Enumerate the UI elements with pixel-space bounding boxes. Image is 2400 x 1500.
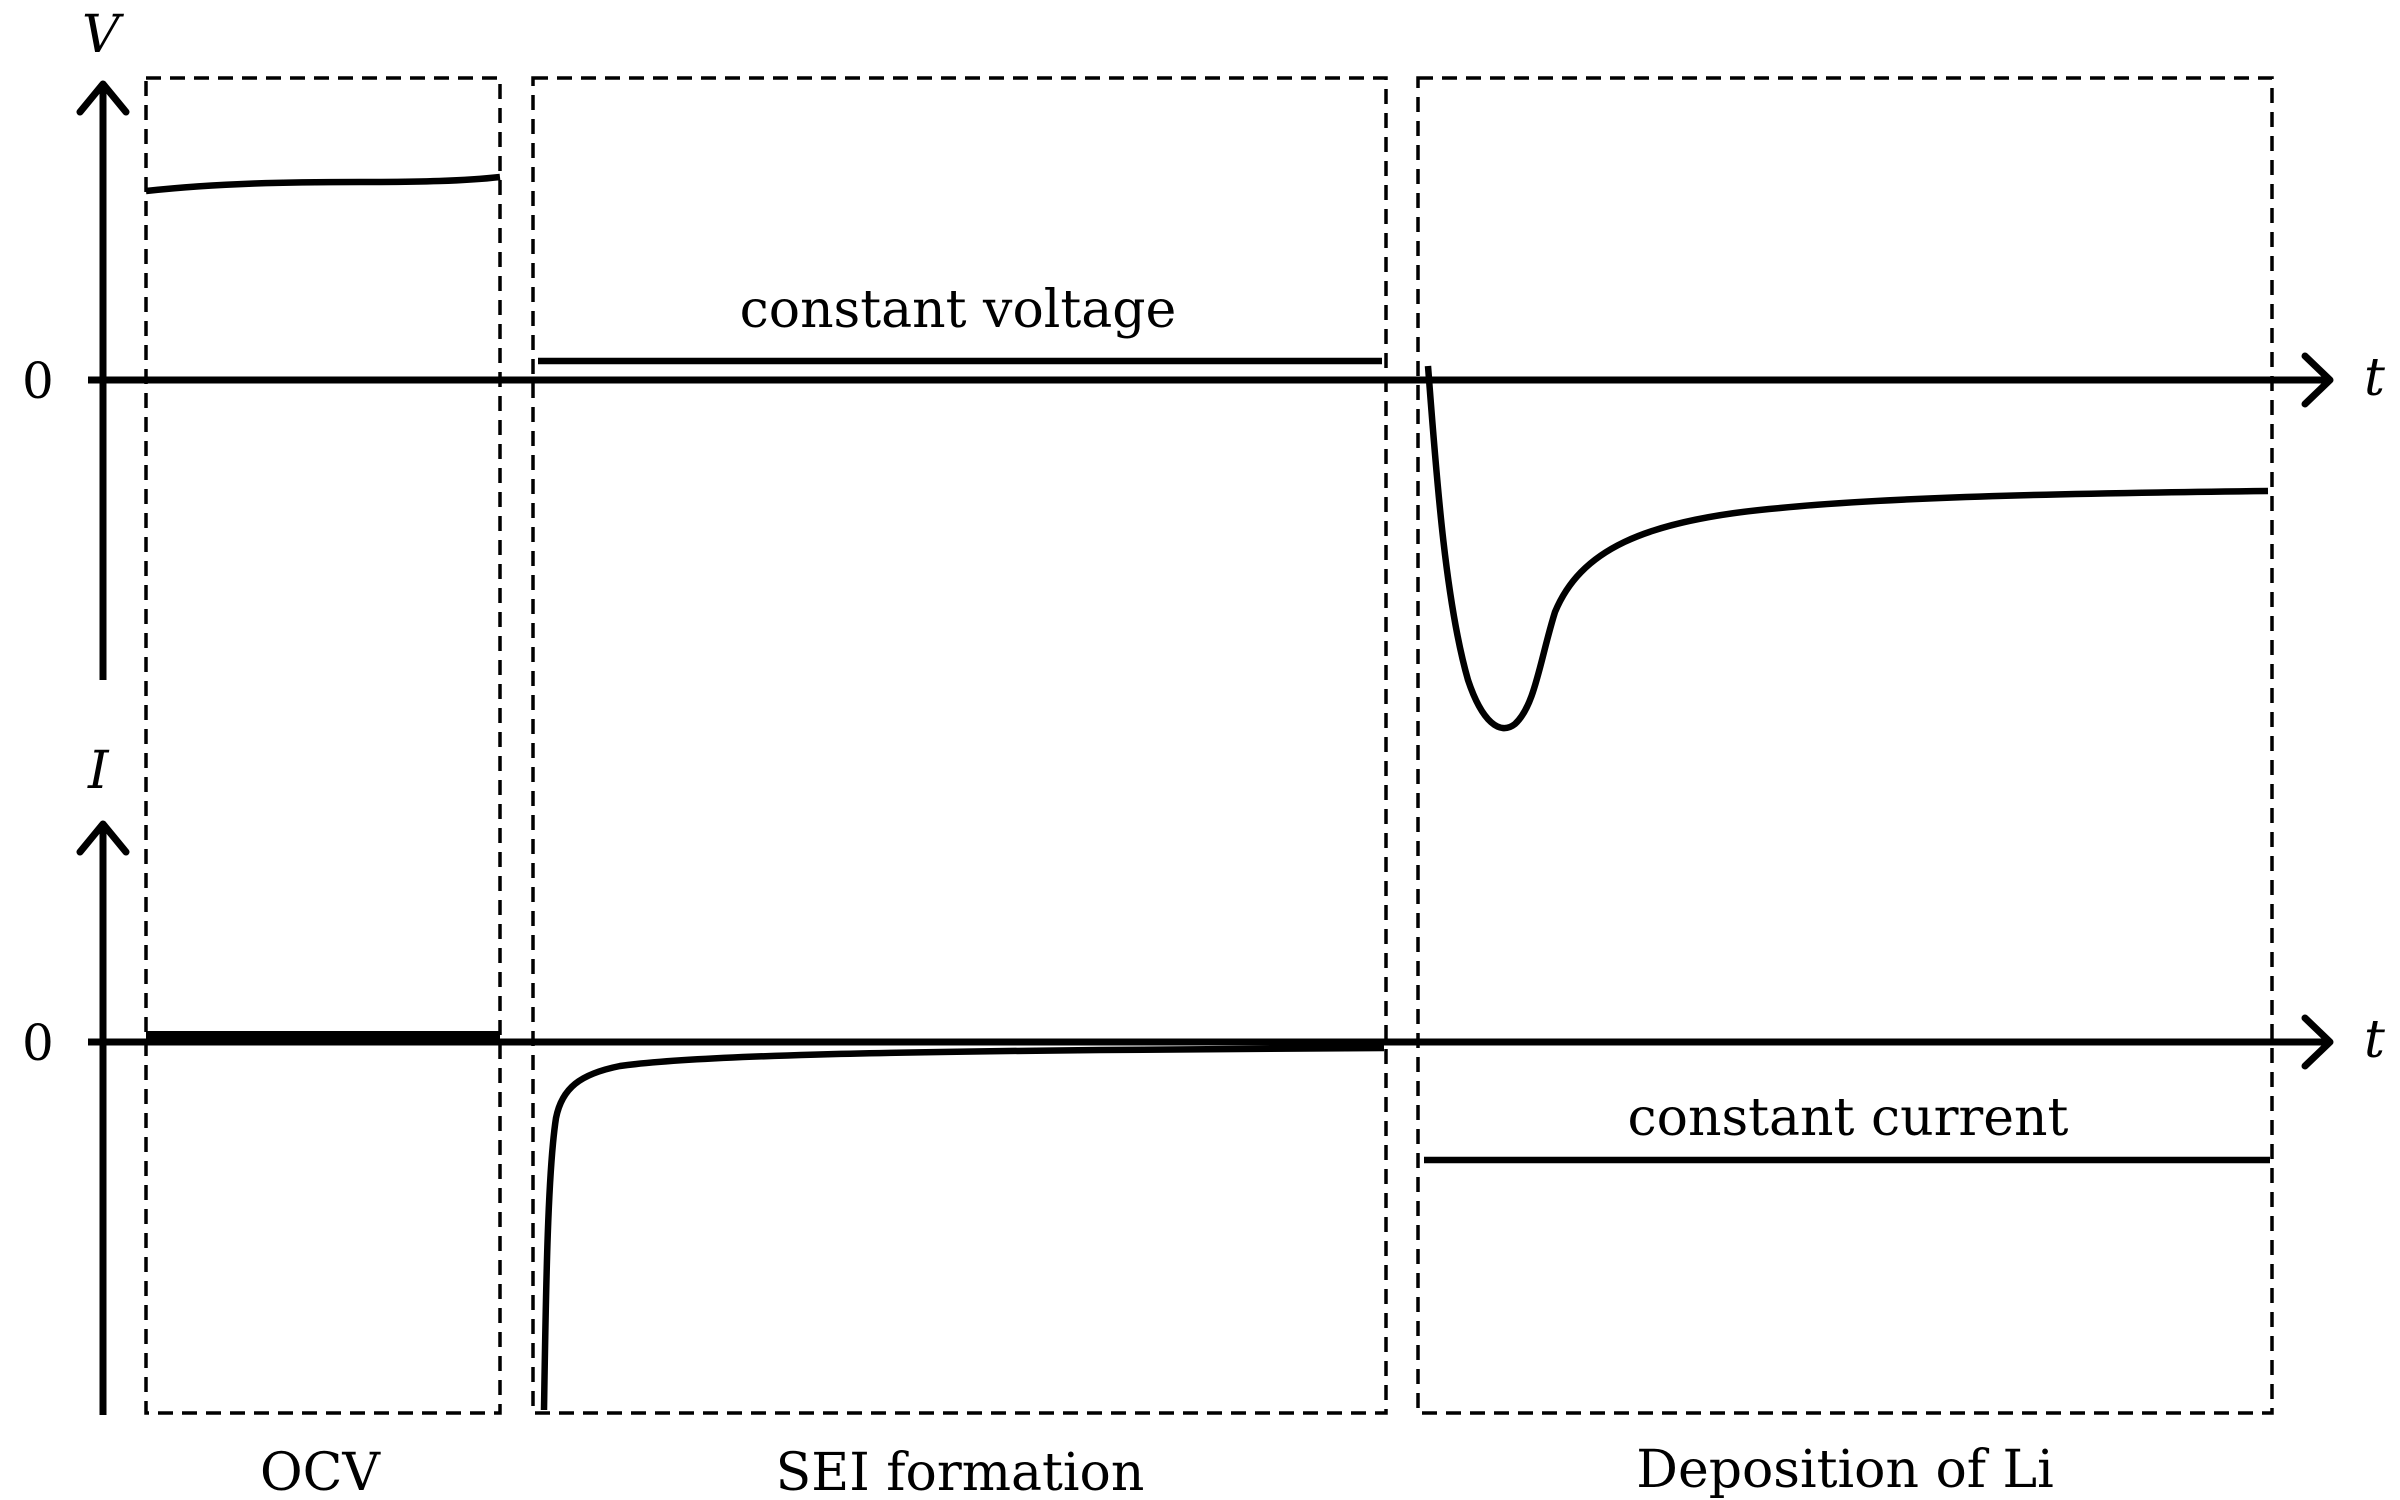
deposition-voltage-curve — [1424, 365, 2269, 732]
phase-label-sei-formation: SEI formation — [776, 1443, 1145, 1500]
sei-current-curve — [540, 1044, 1385, 1411]
phase-box-sei-formation — [531, 76, 1388, 1415]
phase-label-ocv: OCV — [260, 1443, 381, 1500]
current-time-label: t — [2364, 1010, 2385, 1070]
voltage-time-label: t — [2364, 348, 2385, 408]
current-y-arrowhead — [76, 820, 130, 856]
voltage-time-arrowhead — [2301, 352, 2334, 408]
phase-box-deposition — [1416, 76, 2274, 1415]
phase-box-ocv — [144, 76, 502, 1415]
voltage-y-arrowhead — [76, 80, 130, 116]
voltage-axis-label: V — [82, 5, 124, 65]
current-zero-label: 0 — [22, 1014, 54, 1072]
ocv-voltage-curve — [145, 173, 501, 195]
constant-current-label: constant current — [1628, 1088, 2069, 1148]
current-axis-label: I — [87, 741, 110, 801]
phase-label-deposition: Deposition of Li — [1636, 1440, 2053, 1500]
current-time-arrowhead — [2301, 1014, 2334, 1070]
constant-voltage-label: constant voltage — [740, 280, 1177, 340]
voltage-zero-label: 0 — [22, 352, 54, 410]
